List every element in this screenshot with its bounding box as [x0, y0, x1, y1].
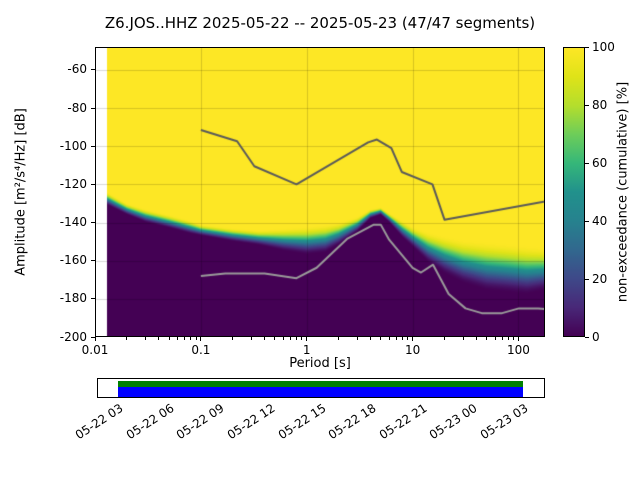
y-tick-label: -60 — [67, 62, 87, 77]
x-axis-minor-tick — [301, 337, 303, 340]
colorbar — [563, 47, 585, 337]
x-axis-minor-tick — [380, 337, 382, 340]
x-axis-minor-tick — [501, 337, 503, 340]
y-axis-tick — [91, 222, 95, 224]
time-tick-label: 05-22 21 — [376, 401, 430, 443]
y-tick-label: -160 — [59, 253, 87, 268]
x-axis-minor-tick — [494, 337, 496, 340]
y-tick-label: -80 — [67, 100, 87, 115]
x-axis-minor-tick — [264, 337, 266, 340]
colorbar-tick-label: 0 — [592, 329, 600, 344]
y-axis-tick — [91, 260, 95, 262]
colorbar-tick — [585, 46, 589, 48]
x-axis-minor-tick — [126, 337, 128, 340]
x-axis-tick — [306, 337, 308, 341]
y-axis-label: Amplitude [m²/s⁴/Hz] [dB] — [13, 108, 29, 276]
x-axis-minor-tick — [250, 337, 252, 340]
y-tick-label: -200 — [59, 329, 87, 344]
x-axis-label: Period [s] — [289, 356, 351, 371]
x-axis-tick — [200, 337, 202, 341]
x-axis-minor-tick — [176, 337, 178, 340]
x-axis-minor-tick — [289, 337, 291, 340]
x-axis-minor-tick — [183, 337, 185, 340]
time-tick-label: 05-22 03 — [72, 401, 126, 443]
time-tick-label: 05-23 00 — [427, 401, 481, 443]
colorbar-tick-label: 40 — [592, 213, 608, 228]
colorbar-tick — [585, 162, 589, 164]
x-axis-minor-tick — [513, 337, 515, 340]
x-tick-label: 0.01 — [81, 343, 109, 357]
y-tick-label: -100 — [59, 138, 87, 153]
x-axis-tick — [412, 337, 414, 341]
coverage-timeline-box — [97, 378, 545, 398]
time-tick-label: 05-22 18 — [325, 401, 379, 443]
colorbar-gradient — [564, 48, 584, 336]
colorbar-tick — [585, 278, 589, 280]
colorbar-tick — [585, 336, 589, 338]
x-axis-minor-tick — [190, 337, 192, 340]
x-axis-minor-tick — [486, 337, 488, 340]
x-axis-minor-tick — [475, 337, 477, 340]
plot-title: Z6.JOS..HHZ 2025-05-22 -- 2025-05-23 (47… — [104, 14, 536, 32]
x-axis-tick — [94, 337, 96, 341]
x-axis-minor-tick — [274, 337, 276, 340]
time-tick-label: 05-22 09 — [174, 401, 227, 443]
x-axis-minor-tick — [462, 337, 464, 340]
x-axis-minor-tick — [295, 337, 297, 340]
x-axis-minor-tick — [407, 337, 409, 340]
x-axis-minor-tick — [195, 337, 197, 340]
y-axis-tick — [91, 298, 95, 300]
x-axis-minor-tick — [388, 337, 390, 340]
plot-border — [95, 47, 545, 337]
coverage-data-bar — [118, 387, 524, 397]
y-axis-tick — [91, 183, 95, 185]
time-tick-label: 05-23 03 — [477, 401, 531, 443]
x-axis-minor-tick — [443, 337, 445, 340]
x-tick-label: 10 — [404, 343, 421, 357]
y-axis-tick — [91, 336, 95, 338]
x-axis-minor-tick — [395, 337, 397, 340]
x-axis-minor-tick — [369, 337, 371, 340]
y-tick-label: -140 — [59, 215, 87, 230]
colorbar-tick-label: 20 — [592, 271, 608, 286]
y-axis-tick — [91, 107, 95, 109]
y-tick-label: -180 — [59, 291, 87, 306]
colorbar-tick-label: 80 — [592, 97, 608, 112]
colorbar-tick-label: 100 — [592, 39, 615, 54]
x-axis-minor-tick — [168, 337, 170, 340]
x-axis-tick — [517, 337, 519, 341]
x-tick-label: 0.1 — [191, 343, 211, 357]
colorbar-label: non-exceedance (cumulative) [%] — [615, 81, 631, 303]
coverage-segments-bar — [118, 381, 524, 387]
x-axis-minor-tick — [338, 337, 340, 340]
colorbar-tick — [585, 104, 589, 106]
x-tick-label: 100 — [507, 343, 530, 357]
y-tick-label: -120 — [59, 176, 87, 191]
time-tick-label: 05-22 12 — [224, 401, 278, 443]
x-axis-minor-tick — [145, 337, 146, 340]
y-axis-tick — [91, 145, 95, 147]
x-axis-minor-tick — [232, 337, 234, 340]
x-axis-minor-tick — [507, 337, 509, 340]
colorbar-tick-label: 60 — [592, 155, 608, 170]
time-tick-label: 05-22 06 — [123, 401, 177, 443]
y-axis-tick — [91, 69, 95, 71]
x-axis-minor-tick — [282, 337, 284, 340]
x-axis-minor-tick — [401, 337, 403, 340]
x-axis-minor-tick — [356, 337, 358, 340]
x-tick-label: 1 — [302, 343, 311, 357]
time-tick-label: 05-22 15 — [275, 401, 329, 443]
x-axis-minor-tick — [158, 337, 160, 340]
ppsd-heatmap-canvas — [95, 47, 545, 337]
colorbar-tick — [585, 220, 589, 222]
